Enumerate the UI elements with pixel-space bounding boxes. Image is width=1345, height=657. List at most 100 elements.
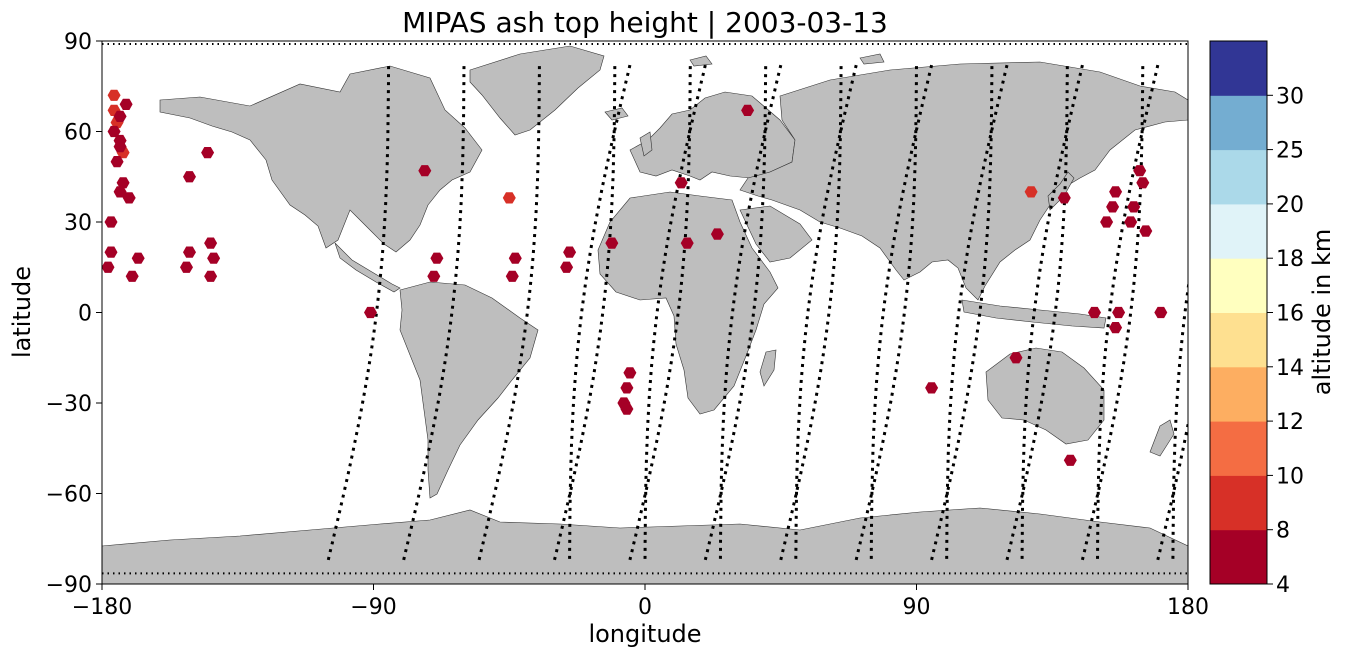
colorbar-segment [1210, 258, 1267, 313]
y-axis-label: latitude [8, 266, 36, 358]
ash-point [1109, 322, 1123, 334]
ash-point [107, 125, 121, 138]
y-tick-label: −30 [46, 392, 92, 417]
colorbar-tick-label: 14 [1276, 356, 1304, 381]
ash-point [113, 110, 127, 122]
ash-point [623, 367, 637, 379]
colorbar-segment [1210, 41, 1267, 96]
colorbar-segment [1210, 312, 1267, 368]
ash-point [505, 270, 519, 282]
ash-point [1136, 177, 1150, 189]
colorbar-tick-label: 16 [1276, 302, 1304, 327]
satellite-track [628, 65, 692, 561]
ash-point [125, 270, 139, 282]
ash-point [1088, 306, 1101, 319]
y-tick-label: 60 [64, 121, 92, 146]
land-great-britain [639, 131, 653, 157]
ash-point [1100, 216, 1114, 228]
ash-point [1057, 192, 1071, 204]
colorbar-segment [1210, 95, 1267, 151]
land-north-america [159, 65, 483, 253]
colorbar-segment [1210, 366, 1267, 422]
ash-point [427, 270, 441, 282]
satellite-track [703, 65, 768, 561]
satellite-track [930, 65, 994, 561]
ash-point [110, 156, 124, 168]
land-iceland [604, 107, 629, 121]
land-central-america [334, 242, 401, 293]
ash-point [1024, 186, 1038, 198]
land-greenland [469, 45, 605, 136]
colorbar-segment [1210, 421, 1267, 476]
satellite-track [1096, 64, 1160, 560]
ash-point [113, 141, 127, 153]
satellite-track [643, 64, 707, 560]
x-tick-label: −180 [72, 595, 132, 620]
satellite-track [854, 65, 918, 561]
colorbar-tick-label: 25 [1276, 139, 1304, 164]
ash-point [563, 246, 577, 258]
x-tick-label: 0 [638, 595, 652, 620]
land-indonesia [961, 299, 1107, 329]
ash-point [620, 382, 634, 394]
ash-point [183, 171, 196, 183]
satellite-track [568, 64, 632, 560]
ash-point [560, 261, 574, 273]
satellite-track [869, 64, 934, 560]
satellite-track [1080, 65, 1145, 561]
ash-point [1139, 225, 1153, 237]
ash-point [183, 246, 196, 258]
ash-point [680, 237, 694, 249]
ash-point [502, 192, 516, 204]
ash-point [116, 177, 130, 189]
land-arctic-islands [689, 53, 885, 67]
ash-point [107, 89, 121, 101]
land-madagascar [759, 349, 777, 387]
land-arabia [739, 205, 813, 263]
ash-point [605, 237, 619, 249]
world-map [102, 41, 1188, 584]
colorbar-segment [1210, 475, 1267, 531]
colorbar-tick-label: 8 [1276, 519, 1290, 544]
ash-point [1133, 165, 1147, 177]
ash-point [1109, 186, 1123, 198]
ash-point [418, 165, 432, 177]
ash-point [1154, 306, 1168, 319]
land-masses [102, 45, 1188, 584]
ash-point [119, 98, 133, 110]
ash-point [1124, 216, 1138, 228]
ash-point [674, 177, 688, 189]
colorbar-tick-label: 30 [1276, 84, 1304, 109]
y-tick-label: −60 [46, 483, 92, 508]
ash-point [741, 104, 755, 116]
satellite-tracks [326, 64, 1188, 561]
ash-point [122, 192, 136, 204]
satellite-track [477, 65, 541, 561]
x-tick-label: 90 [903, 595, 931, 620]
ash-point [430, 252, 444, 264]
land-australia [985, 347, 1105, 445]
satellite-track [326, 65, 391, 561]
ash-detections [102, 89, 1168, 466]
x-axis-label: longitude [588, 620, 701, 648]
satellite-track [1171, 278, 1188, 560]
y-tick-label: 30 [64, 211, 92, 236]
satellite-track [945, 64, 1009, 560]
ash-point [104, 246, 118, 258]
colorbar-label: altitude in km [1308, 229, 1336, 396]
ash-point [207, 252, 221, 264]
satellite-track [794, 64, 858, 560]
land-africa [597, 191, 779, 415]
satellite-track [402, 65, 466, 561]
ash-point [201, 147, 215, 159]
colorbar-segment [1210, 203, 1267, 259]
colorbar-tick-label: 20 [1276, 193, 1304, 218]
colorbar-segment [1210, 529, 1267, 585]
ash-point [1063, 454, 1077, 466]
x-tick-label: −90 [350, 595, 396, 620]
colorbar-tick-label: 4 [1276, 573, 1290, 598]
map-title: MIPAS ash top height | 2003-03-13 [402, 6, 888, 39]
colorbar-tick-label: 18 [1276, 247, 1304, 272]
satellite-track [1020, 64, 1084, 560]
